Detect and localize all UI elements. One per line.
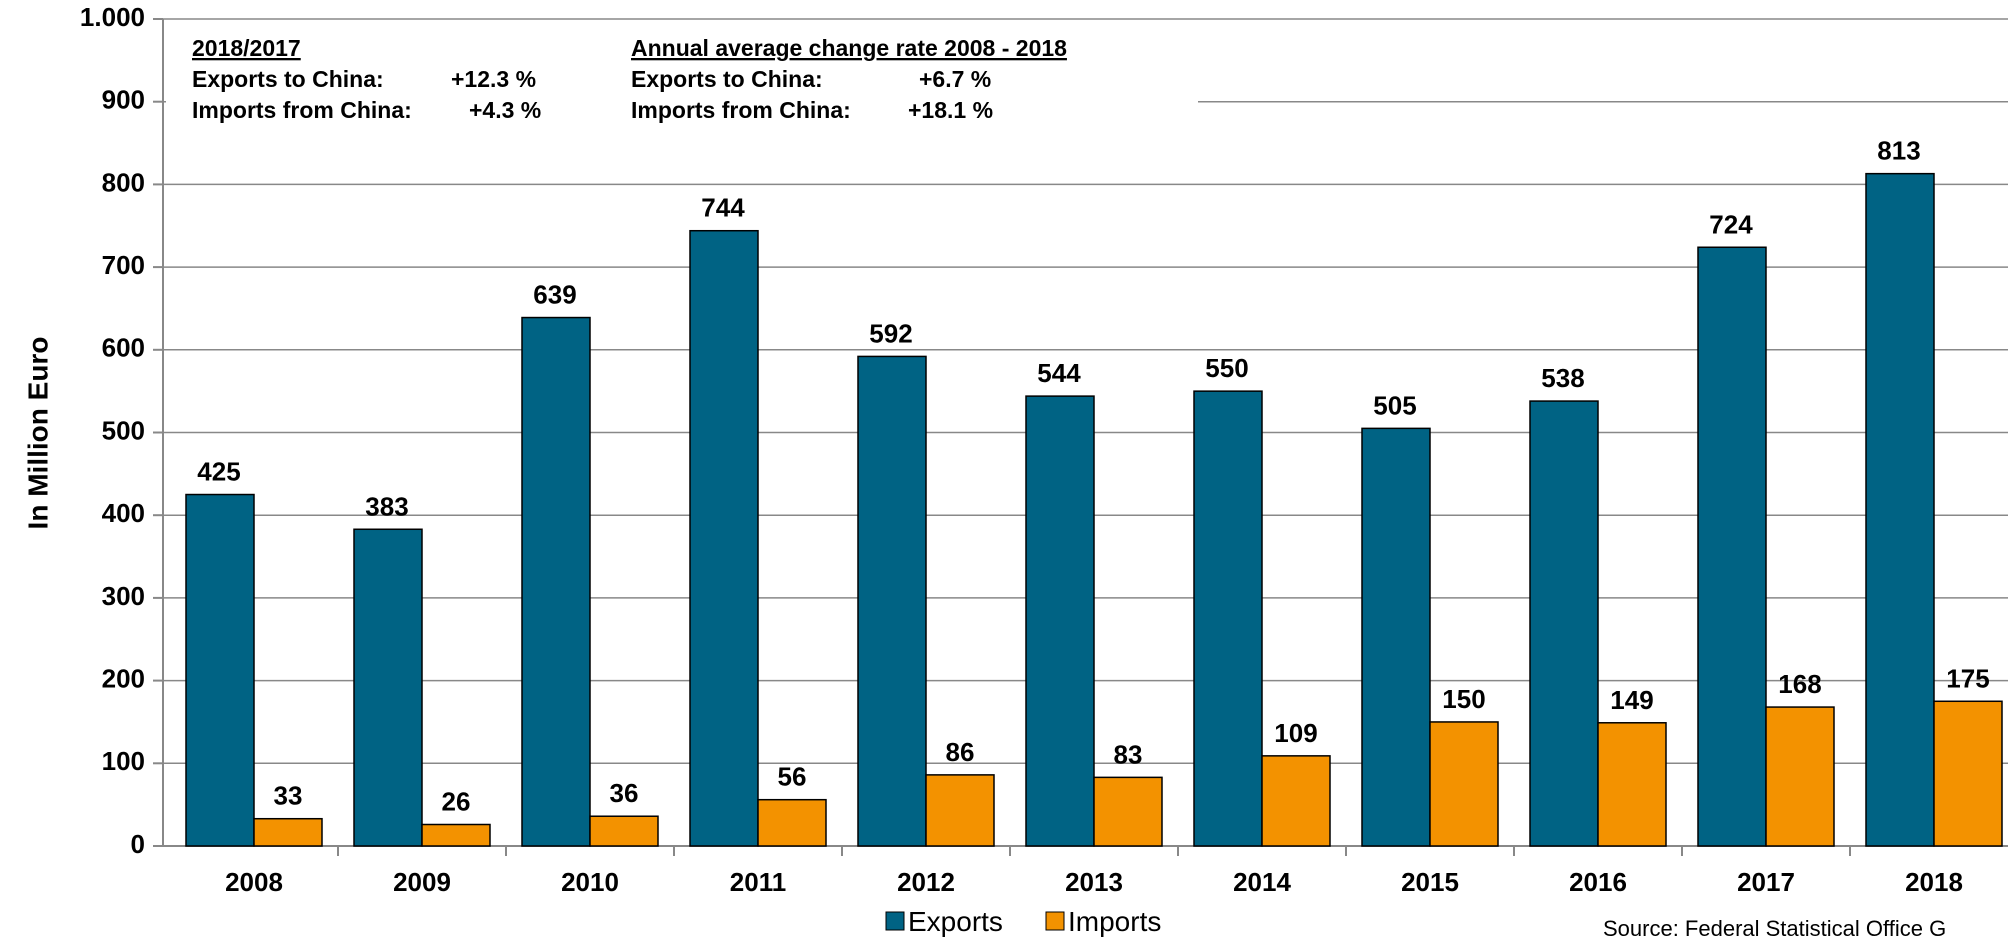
annotation-label: Imports from China:	[192, 97, 412, 123]
legend-label: Imports	[1068, 906, 1161, 937]
annotation-label: Exports to China:	[631, 66, 823, 92]
x-tick-label: 2016	[1569, 867, 1627, 897]
y-tick-label: 800	[102, 167, 145, 197]
bar	[253, 817, 323, 847]
bar	[353, 528, 423, 847]
y-axis-label: In Million Euro	[22, 337, 53, 530]
legend-swatch	[1045, 911, 1065, 931]
data-label: 592	[869, 318, 912, 348]
bar	[1765, 706, 1835, 847]
data-label: 149	[1610, 685, 1653, 715]
data-label: 813	[1877, 136, 1920, 166]
bar	[1193, 390, 1263, 847]
bar	[589, 815, 659, 847]
bar	[757, 798, 827, 847]
y-tick-label: 300	[102, 581, 145, 611]
annotation-value: +18.1 %	[908, 97, 993, 123]
data-label: 109	[1274, 718, 1317, 748]
bar	[689, 229, 759, 847]
data-label: 544	[1037, 358, 1081, 388]
x-tick-label: 2012	[897, 867, 955, 897]
y-tick-label: 400	[102, 498, 145, 528]
annotation-title: Annual average change rate 2008 - 2018	[631, 35, 1067, 61]
y-tick-label: 900	[102, 85, 145, 115]
data-label: 538	[1541, 363, 1584, 393]
bar	[1529, 400, 1599, 847]
data-label: 175	[1946, 663, 1989, 693]
bar	[185, 493, 255, 847]
data-label: 83	[1114, 739, 1143, 769]
bar	[1093, 776, 1163, 847]
data-label: 168	[1778, 669, 1821, 699]
annotation-label: Exports to China:	[192, 66, 384, 92]
bar	[1597, 722, 1667, 847]
annotation-label: Imports from China:	[631, 97, 851, 123]
data-label: 724	[1709, 209, 1753, 239]
bar	[1361, 427, 1431, 847]
data-label: 744	[701, 193, 745, 223]
y-tick-label: 0	[131, 829, 145, 859]
y-tick-label: 700	[102, 250, 145, 280]
annotation-title: 2018/2017	[192, 35, 301, 61]
legend-label: Exports	[908, 906, 1003, 937]
y-tick-label: 600	[102, 333, 145, 363]
data-label: 56	[778, 762, 807, 792]
x-tick-label: 2011	[730, 867, 786, 897]
x-tick-label: 2010	[561, 867, 619, 897]
bar	[1261, 755, 1331, 847]
data-label: 383	[365, 491, 408, 521]
x-tick-label: 2018	[1905, 867, 1963, 897]
bar	[521, 316, 591, 847]
y-tick-label: 100	[102, 746, 145, 776]
annotation-box	[166, 22, 1198, 122]
y-tick-label: 200	[102, 663, 145, 693]
data-label: 639	[533, 280, 576, 310]
bar	[1025, 395, 1095, 847]
data-label: 505	[1373, 390, 1416, 420]
y-tick-label: 500	[102, 415, 145, 445]
data-label: 150	[1442, 684, 1485, 714]
data-label: 36	[610, 778, 639, 808]
legend-swatch	[885, 911, 905, 931]
data-label: 550	[1205, 353, 1248, 383]
annotation-value: +4.3 %	[469, 97, 541, 123]
bar	[421, 823, 491, 847]
bar	[1933, 700, 2003, 847]
bar	[1697, 246, 1767, 847]
data-label: 86	[946, 737, 975, 767]
x-tick-label: 2017	[1737, 867, 1795, 897]
x-tick-label: 2013	[1065, 867, 1123, 897]
data-label: 425	[197, 457, 240, 487]
x-tick-label: 2008	[225, 867, 283, 897]
bar	[857, 355, 927, 847]
annotation-value: +6.7 %	[919, 66, 991, 92]
source: Source: Federal Statistical Office G	[1603, 916, 1946, 938]
x-tick-label: 2015	[1401, 867, 1459, 897]
data-label: 33	[274, 781, 303, 811]
bar	[1865, 172, 1935, 847]
bar	[925, 774, 995, 847]
annotation-value: +12.3 %	[451, 66, 536, 92]
y-tick-label: 1.000	[80, 2, 145, 32]
bar	[1429, 721, 1499, 847]
data-label: 26	[442, 786, 471, 816]
x-tick-label: 2009	[393, 867, 451, 897]
x-tick-label: 2014	[1233, 867, 1291, 897]
